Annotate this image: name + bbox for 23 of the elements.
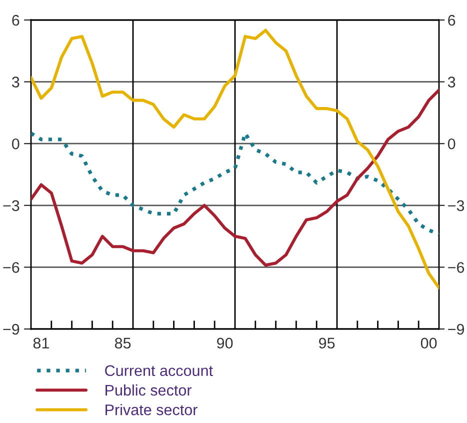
y2-tick-label: 3: [448, 76, 456, 88]
legend-label: Private sector: [106, 404, 198, 416]
y-tick-label: −3: [3, 200, 20, 212]
line-series: [31, 28, 439, 290]
x-tick-label: 00: [420, 338, 437, 349]
x-tick-label: 85: [114, 338, 131, 349]
y-tick-label: 3: [12, 76, 20, 88]
line-series: [31, 131, 439, 236]
line-series: [31, 88, 439, 267]
x-tick-label: 95: [319, 338, 335, 349]
y2-tick-label: −6: [448, 262, 464, 273]
legend-label: Public sector: [106, 384, 192, 396]
y-tick-label: −6: [3, 262, 20, 273]
y2-tick-label: 0: [448, 138, 456, 150]
y2-tick-label: 6: [448, 14, 456, 26]
y-tick-label: 0: [12, 138, 20, 150]
y-tick-label: −9: [3, 324, 20, 335]
x-tick-label: 81: [33, 338, 49, 349]
y2-tick-label: −9: [448, 324, 464, 335]
legend-label: Current account: [105, 365, 213, 376]
x-tick-label: 90: [217, 338, 233, 349]
y-tick-label: 6: [12, 14, 20, 26]
y2-tick-label: −3: [448, 200, 464, 212]
